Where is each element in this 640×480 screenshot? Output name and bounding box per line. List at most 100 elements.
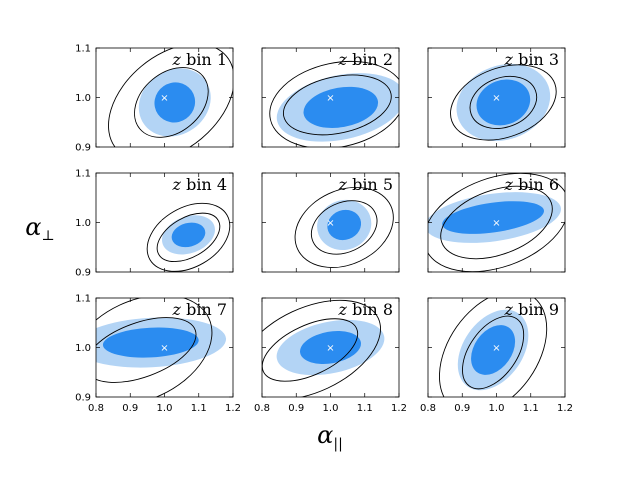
panel-label-z: z <box>172 300 182 319</box>
panel-label-bin: bin 4 <box>181 175 227 194</box>
panel-label-z: z <box>338 175 348 194</box>
filled-contour-inner <box>442 201 544 234</box>
panel-label-bin: bin 6 <box>513 175 559 194</box>
y-tick-label: 0.9 <box>75 143 91 154</box>
y-tick-label: 0.9 <box>75 268 91 279</box>
contour-group <box>146 202 231 272</box>
fiducial-marker: × <box>326 93 334 104</box>
panel-bin-4: × z bin 4 0.9 1.0 1.1 <box>75 169 234 279</box>
panel-label: z bin 3 <box>504 50 559 69</box>
panel-label: z bin 2 <box>338 50 393 69</box>
y-tick-label: 1.0 <box>75 93 91 104</box>
panel-label: z bin 5 <box>338 175 393 194</box>
panel-label-z: z <box>338 50 348 69</box>
line-contour-outer <box>96 298 213 397</box>
panel-bin-2: × z bin 2 <box>261 47 400 148</box>
panel-bin-6: × z bin 6 <box>427 172 566 273</box>
panel-label-bin: bin 8 <box>347 300 393 319</box>
x-tick-label: 0.8 <box>88 403 104 414</box>
panel-label: z bin 8 <box>338 300 393 319</box>
panel-label: z bin 4 <box>172 175 227 194</box>
panel-label: z bin 6 <box>504 175 559 194</box>
panels-layer: × z bin 1 0.9 1.0 1.1 × z bin 2 × z bin 3 × z bin … <box>75 44 573 415</box>
x-axis-title: α|| <box>317 421 343 452</box>
panel-label: z bin 1 <box>172 50 227 69</box>
panel-label-z: z <box>172 50 182 69</box>
filled-contour-inner <box>327 209 362 241</box>
line-contour-inner <box>440 185 553 260</box>
line-contour-inner <box>282 74 392 136</box>
contour-group <box>269 60 399 147</box>
x-tick-label: 0.9 <box>288 403 304 414</box>
panel-bin-7: ×z bin 70.91.01.10.8 0.9 1.0 1.1 1.2 <box>75 294 241 415</box>
x-tick-label: 1.1 <box>523 403 539 414</box>
fiducial-marker: × <box>326 343 334 354</box>
panel-bin-9: × z bin 9 0.8 0.9 1.0 1.1 1.2 <box>420 297 573 414</box>
contour-group <box>450 63 557 141</box>
panel-bin-1: × z bin 1 0.9 1.0 1.1 <box>75 44 234 154</box>
y-tick-label: 1.1 <box>75 294 91 305</box>
panel-label-z: z <box>504 50 514 69</box>
filled-contour-inner <box>171 222 206 248</box>
x-tick-label: 1.2 <box>391 403 407 414</box>
panel-label-bin: bin 1 <box>181 50 227 69</box>
contour-group <box>294 186 394 268</box>
line-contour-inner <box>262 318 359 382</box>
filled-contour-inner <box>471 325 516 375</box>
panel-label-bin: bin 9 <box>513 300 559 319</box>
panel-label-bin: bin 5 <box>347 175 393 194</box>
filled-contour-inner <box>476 79 531 126</box>
fiducial-marker: × <box>160 93 168 104</box>
y-axis-subscript: ⊥ <box>42 228 55 244</box>
panel-label-bin: bin 3 <box>513 50 559 69</box>
y-tick-label: 0.9 <box>75 393 91 404</box>
line-contour-inner <box>96 317 197 383</box>
contour-group <box>108 48 233 147</box>
filled-contour-inner <box>102 327 199 358</box>
x-tick-label: 0.8 <box>254 403 270 414</box>
y-axis-title: α⊥ <box>25 213 54 244</box>
y-tick-label: 1.0 <box>75 218 91 229</box>
panel-label-z: z <box>338 300 348 319</box>
panel-label-z: z <box>504 175 514 194</box>
x-tick-label: 1.2 <box>225 403 241 414</box>
x-tick-label: 1.1 <box>357 403 373 414</box>
x-tick-label: 0.9 <box>454 403 470 414</box>
y-tick-label: 1.1 <box>75 169 91 180</box>
line-contour-inner <box>310 200 378 255</box>
panel-label-z: z <box>504 300 514 319</box>
fiducial-marker: × <box>492 343 500 354</box>
fiducial-marker: × <box>160 343 168 354</box>
line-contour-outer <box>269 60 399 147</box>
contour-group <box>439 298 548 397</box>
x-tick-label: 1.1 <box>191 403 207 414</box>
filled-contour-inner <box>303 86 379 128</box>
fiducial-marker: × <box>492 93 500 104</box>
x-tick-label: 1.0 <box>157 403 173 414</box>
fiducial-marker: × <box>492 218 500 229</box>
panel-bin-3: × z bin 3 <box>427 47 566 148</box>
line-contour-inner <box>156 212 221 263</box>
line-contour-outer <box>450 64 557 141</box>
line-contour-outer <box>439 298 548 397</box>
x-axis-subscript: || <box>333 436 342 452</box>
contour-group <box>428 173 565 272</box>
panel-bin-8: × z bin 8 0.8 0.9 1.0 1.1 1.2 <box>254 297 407 414</box>
y-tick-label: 1.0 <box>75 343 91 354</box>
line-contour-outer <box>294 186 394 268</box>
y-tick-label: 1.1 <box>75 44 91 55</box>
panel-label-bin: bin 7 <box>181 300 227 319</box>
panel-label-z: z <box>172 175 182 194</box>
x-tick-label: 0.8 <box>420 403 436 414</box>
line-contour-inner <box>462 315 525 390</box>
panel-label: z bin 9 <box>504 300 559 319</box>
fiducial-marker: × <box>160 218 168 229</box>
y-axis-symbol: α <box>25 213 41 241</box>
x-tick-label: 0.9 <box>122 403 138 414</box>
contour-group <box>96 298 227 397</box>
x-tick-label: 1.0 <box>489 403 505 414</box>
filled-contour-inner <box>154 82 196 123</box>
fiducial-marker: × <box>326 218 334 229</box>
panel-label-bin: bin 2 <box>347 50 393 69</box>
